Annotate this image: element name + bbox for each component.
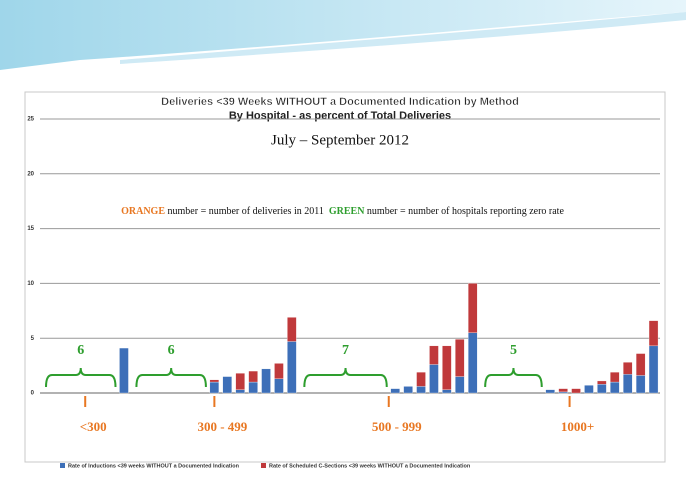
period: July – September 2012 bbox=[271, 132, 409, 148]
bar-segment bbox=[558, 391, 568, 394]
bracket bbox=[135, 367, 207, 388]
bar-segment bbox=[545, 389, 555, 394]
bar-segment bbox=[571, 388, 581, 394]
bar-segment bbox=[235, 389, 245, 394]
bar-segment bbox=[623, 374, 633, 394]
bar-segment bbox=[610, 381, 620, 394]
bracket bbox=[303, 367, 388, 388]
chart-title: Deliveries <39 Weeks WITHOUT a Documente… bbox=[161, 96, 519, 108]
legend-swatch bbox=[260, 463, 266, 468]
header-swoosh bbox=[0, 0, 686, 70]
bar-segment bbox=[222, 376, 232, 394]
zero-hospital-count: 6 bbox=[168, 343, 175, 358]
bar-segment bbox=[287, 317, 297, 342]
chart-frame bbox=[24, 91, 666, 463]
bar-segment bbox=[623, 362, 633, 375]
bar-segment bbox=[584, 385, 594, 394]
legend-label: Rate of Inductions <39 weeks WITHOUT a D… bbox=[68, 463, 240, 469]
bar-segment bbox=[429, 345, 439, 365]
group-label: 1000+ bbox=[561, 419, 594, 434]
bar-segment bbox=[455, 339, 465, 377]
annotation: ORANGE number = number of deliveries in … bbox=[109, 206, 572, 217]
bar-segment bbox=[209, 381, 220, 394]
group-label: 300 - 499 bbox=[197, 419, 247, 434]
chart-subtitle: By Hospital - as percent of Total Delive… bbox=[229, 110, 451, 122]
y-tick-label: 25 bbox=[27, 117, 34, 123]
bar-segment bbox=[248, 381, 258, 394]
bar-segment bbox=[635, 375, 646, 394]
bar-segment bbox=[248, 370, 258, 383]
legend-label: Rate of Scheduled C-Sections <39 weeks W… bbox=[269, 463, 471, 469]
bar-segment bbox=[442, 389, 452, 394]
bar-segment bbox=[597, 380, 607, 385]
y-tick-label: 20 bbox=[27, 171, 34, 177]
bar-segment bbox=[390, 388, 400, 394]
bar-segment bbox=[274, 363, 284, 379]
bracket bbox=[484, 367, 543, 388]
bar-segment bbox=[403, 386, 413, 394]
y-tick-label: 5 bbox=[31, 336, 35, 342]
bar-segment bbox=[648, 345, 659, 394]
bar-segment bbox=[635, 353, 646, 376]
annotation-text: number = number of hospitals reporting z… bbox=[364, 206, 564, 217]
y-tick-label: 10 bbox=[27, 281, 34, 287]
bar-segment bbox=[468, 283, 478, 333]
bar-segment bbox=[597, 384, 607, 394]
bar-segment bbox=[455, 376, 465, 394]
group-label: <300 bbox=[80, 419, 107, 434]
header-swoosh-2 bbox=[120, 12, 686, 64]
bar-segment bbox=[429, 364, 439, 394]
annotation-text: number = number of deliveries in 2011 bbox=[165, 206, 329, 217]
zero-hospital-count: 5 bbox=[510, 343, 517, 358]
group-label: 500 - 999 bbox=[372, 419, 422, 434]
bracket bbox=[45, 367, 117, 388]
y-tick-label: 0 bbox=[31, 391, 35, 397]
zero-hospital-count: 6 bbox=[77, 343, 84, 358]
bar-segment bbox=[468, 332, 478, 394]
bar-segment bbox=[235, 373, 245, 390]
legend-swatch bbox=[60, 463, 65, 468]
bar-segment bbox=[416, 386, 426, 394]
bar-segment bbox=[274, 378, 284, 394]
zero-hospital-count: 7 bbox=[342, 343, 349, 358]
bar-segment bbox=[648, 320, 659, 347]
bar-segment bbox=[558, 388, 568, 393]
bar-segment bbox=[261, 368, 271, 394]
bar-segment bbox=[442, 345, 452, 390]
bar-segment bbox=[209, 379, 220, 383]
bar-segment bbox=[119, 347, 129, 394]
bar-segment bbox=[287, 341, 297, 394]
bar-segment bbox=[610, 372, 620, 383]
y-tick-label: 15 bbox=[27, 226, 34, 232]
annotation-orange: ORANGE bbox=[121, 206, 165, 217]
annotation-green: GREEN bbox=[329, 206, 365, 217]
bar-segment bbox=[416, 372, 426, 387]
